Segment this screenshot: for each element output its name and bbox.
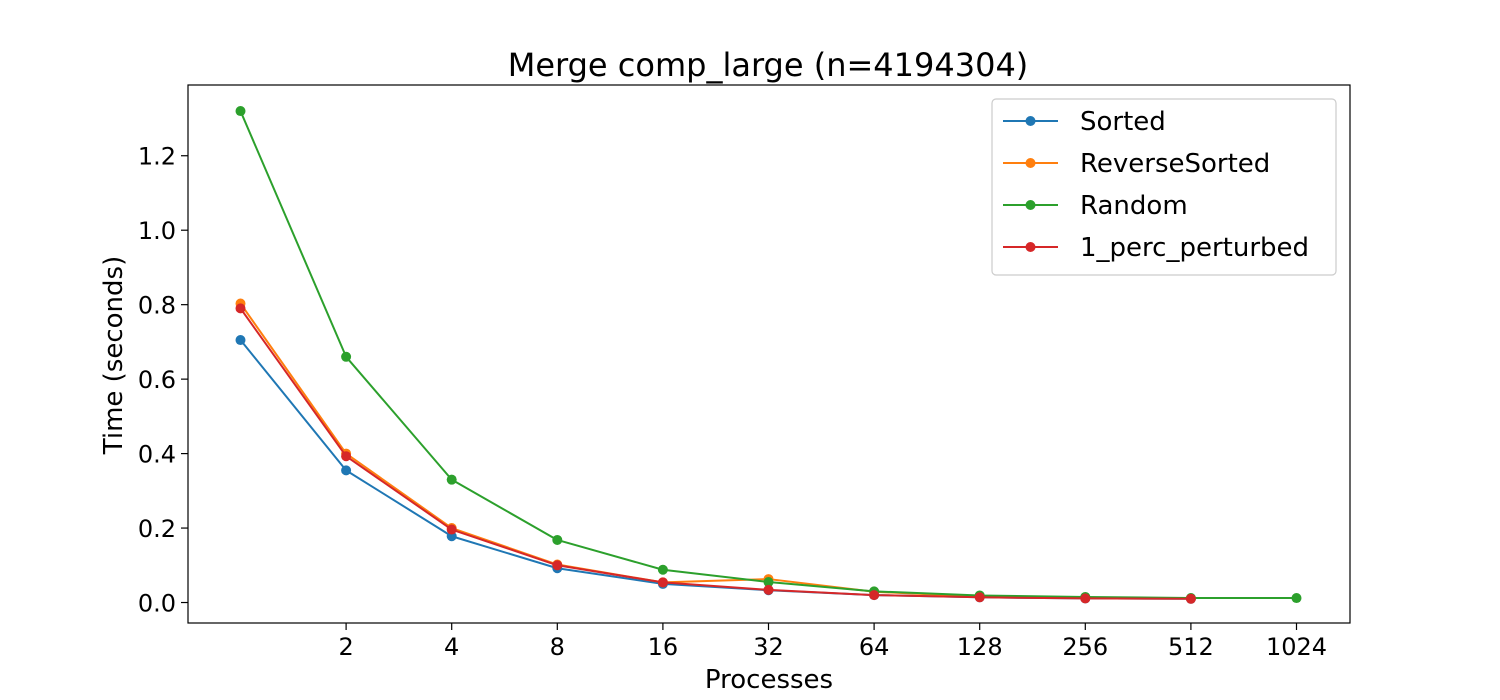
series-sorted (235, 335, 1196, 604)
data-point (341, 465, 352, 476)
data-point (657, 577, 668, 588)
legend-swatch-marker (1025, 158, 1036, 168)
x-axis: 2 4 8 16 32 64 128 256 512 1024 (338, 623, 1327, 661)
chart-title: Merge comp_large (n=4194304) (508, 46, 1029, 84)
legend-label: 1_perc_perturbed (1080, 233, 1309, 263)
x-tick-label: 4 (444, 633, 459, 661)
data-point (341, 451, 352, 462)
data-point (235, 106, 246, 117)
y-axis: 0.0 0.2 0.4 0.6 0.8 1.0 1.2 (138, 143, 188, 618)
data-point (1185, 593, 1196, 604)
x-tick-label: 1024 (1266, 633, 1327, 661)
data-point (1080, 593, 1091, 604)
series-1-perc-perturbed (235, 303, 1196, 604)
data-point (235, 303, 246, 314)
legend-label: ReverseSorted (1080, 149, 1270, 179)
x-tick-label: 8 (550, 633, 565, 661)
legend-swatch-marker (1025, 200, 1036, 210)
legend-entry: Random (1003, 191, 1188, 221)
legend-label: Sorted (1080, 107, 1166, 137)
legend: Sorted ReverseSorted Random 1_perc_perturbe… (991, 98, 1337, 276)
legend-swatch-marker (1025, 242, 1036, 252)
data-point (657, 564, 668, 575)
y-tick-label: 0.0 (138, 590, 176, 618)
x-tick-label: 512 (1168, 633, 1214, 661)
y-tick-label: 0.4 (138, 441, 176, 469)
x-tick-label: 16 (648, 633, 679, 661)
legend-swatch-marker (1025, 116, 1036, 126)
y-tick-label: 0.8 (138, 292, 176, 320)
x-tick-label: 256 (1062, 633, 1108, 661)
series-line-1-perc-perturbed (239, 307, 1191, 600)
y-tick-label: 1.0 (138, 217, 176, 245)
series-reversesorted (235, 298, 1196, 604)
data-point (869, 590, 880, 601)
data-point (446, 524, 457, 535)
legend-entry: ReverseSorted (1003, 149, 1270, 179)
series-line-sorted (239, 339, 1191, 600)
x-tick-label: 32 (753, 633, 784, 661)
x-tick-label: 64 (859, 633, 890, 661)
data-point (235, 335, 246, 346)
y-tick-label: 0.6 (138, 366, 176, 394)
legend-box (991, 98, 1337, 276)
data-point (552, 560, 563, 571)
legend-entry: Sorted (1003, 107, 1166, 137)
data-point (446, 474, 457, 485)
x-axis-label: Processes (705, 665, 833, 695)
legend-label: Random (1080, 191, 1188, 221)
x-tick-label: 128 (957, 633, 1003, 661)
data-point (341, 351, 352, 362)
y-tick-label: 0.2 (138, 515, 176, 543)
y-tick-label: 1.2 (138, 143, 176, 171)
data-point (974, 592, 985, 603)
x-tick-label: 2 (338, 633, 353, 661)
legend-entry: 1_perc_perturbed (1003, 233, 1309, 263)
y-axis-label: Time (seconds) (99, 256, 129, 455)
data-point (763, 577, 774, 588)
series-group (235, 106, 1302, 604)
series-line-reversesorted (239, 302, 1191, 600)
data-point (763, 584, 774, 595)
data-point (1291, 593, 1302, 604)
data-point (552, 534, 563, 545)
